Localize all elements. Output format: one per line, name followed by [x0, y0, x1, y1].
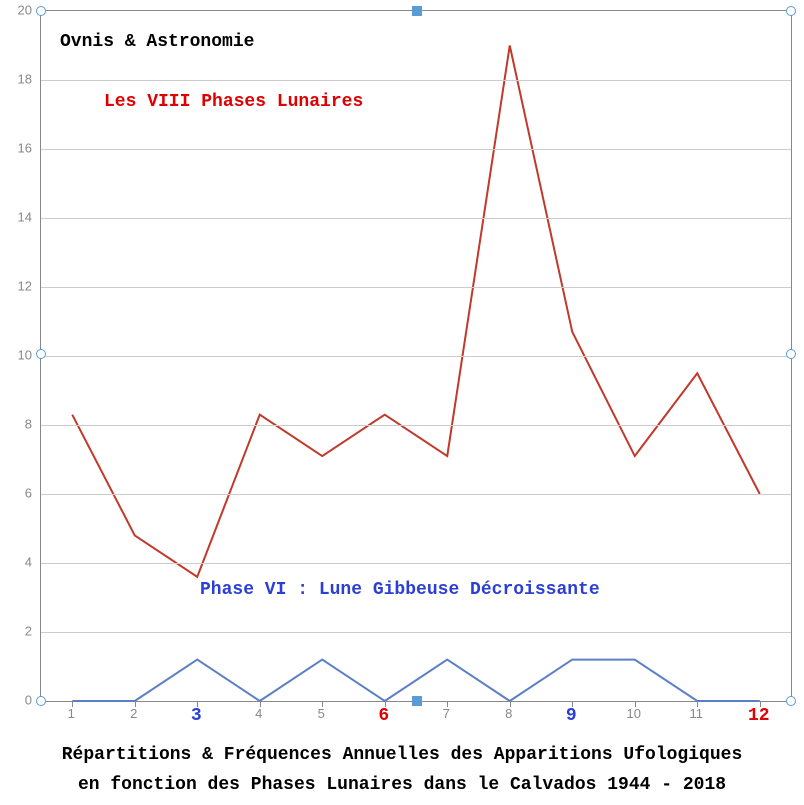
x-tick-label: 5	[318, 706, 325, 721]
y-tick-label: 20	[18, 3, 32, 18]
chart-title-main: Ovnis & Astronomie	[60, 32, 254, 52]
x-tick-label: 4	[255, 706, 262, 721]
line-series-blue	[72, 660, 760, 701]
x-tick-label: 10	[627, 706, 641, 721]
x-tick-label: 11	[690, 706, 704, 721]
y-tick-label: 12	[18, 279, 32, 294]
y-tick-label: 10	[18, 348, 32, 363]
gridline-horizontal	[41, 425, 791, 426]
x-tick-label: 8	[505, 706, 512, 721]
chart-series-label-blue: Phase VI : Lune Gibbeuse Décroissante	[200, 580, 600, 600]
selection-handle-icon	[36, 349, 46, 359]
gridline-horizontal	[41, 287, 791, 288]
selection-handle-icon	[786, 696, 796, 706]
gridline-horizontal	[41, 80, 791, 81]
y-tick-label: 18	[18, 72, 32, 87]
selection-handle-icon	[36, 6, 46, 16]
gridline-horizontal	[41, 494, 791, 495]
chart-series-label-red: Les VIII Phases Lunaires	[104, 92, 363, 112]
y-tick-label: 14	[18, 210, 32, 225]
caption-line-1: Répartitions & Fréquences Annuelles des …	[0, 745, 804, 765]
gridline-horizontal	[41, 218, 791, 219]
x-tick-label: 7	[443, 706, 450, 721]
selection-handle-icon	[786, 6, 796, 16]
y-tick-label: 4	[25, 555, 32, 570]
x-tick-label: 2	[130, 706, 137, 721]
selection-handle-icon	[412, 696, 422, 706]
selection-handle-icon	[412, 6, 422, 16]
y-tick-label: 2	[25, 624, 32, 639]
x-tick-label: 9	[566, 706, 577, 726]
gridline-horizontal	[41, 632, 791, 633]
y-tick-label: 6	[25, 486, 32, 501]
x-tick-label: 6	[378, 706, 389, 726]
selection-handle-icon	[786, 349, 796, 359]
y-tick-label: 16	[18, 141, 32, 156]
gridline-horizontal	[41, 149, 791, 150]
line-series-red	[72, 46, 760, 577]
x-tick-label: 1	[68, 706, 75, 721]
gridline-horizontal	[41, 563, 791, 564]
y-tick-label: 8	[25, 417, 32, 432]
caption-line-2: en fonction des Phases Lunaires dans le …	[0, 775, 804, 795]
y-tick-label: 0	[25, 693, 32, 708]
selection-handle-icon	[36, 696, 46, 706]
y-axis-labels: 02468101214161820	[0, 0, 36, 700]
page-root: 02468101214161820 123456789101112 Ovnis …	[0, 0, 804, 805]
x-tick-label: 12	[748, 706, 770, 726]
x-tick-label: 3	[191, 706, 202, 726]
gridline-horizontal	[41, 356, 791, 357]
